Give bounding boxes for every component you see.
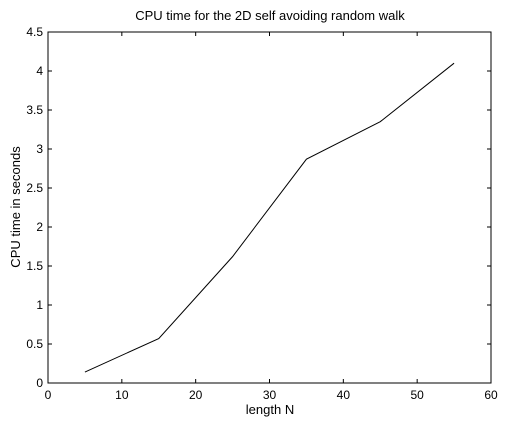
y-tick-label: 2 — [36, 220, 43, 234]
chart-title: CPU time for the 2D self avoiding random… — [135, 8, 405, 23]
y-axis-label: CPU time in seconds — [8, 146, 23, 268]
x-tick-labels: 0 10 20 30 40 50 60 — [45, 388, 498, 402]
y-tick-label: 4 — [36, 64, 43, 78]
y-tick-label: 3.5 — [26, 103, 43, 117]
x-tick-label: 60 — [484, 388, 498, 402]
y-tick-label: 4.5 — [26, 25, 43, 39]
y-tick-labels: 0 0.5 1 1.5 2 2.5 3 3.5 4 4.5 — [26, 25, 43, 390]
x-tick-label: 50 — [410, 388, 424, 402]
y-tick-label: 2.5 — [26, 181, 43, 195]
y-tick-label: 0.5 — [26, 337, 43, 351]
y-tick-label: 3 — [36, 142, 43, 156]
x-tick-label: 10 — [115, 388, 129, 402]
x-tick-label: 0 — [45, 388, 52, 402]
x-axis-label: length N — [246, 402, 294, 417]
series-lines — [84, 62, 455, 373]
y-tick-label: 1 — [36, 298, 43, 312]
tick-marks — [47, 31, 492, 384]
y-tick-label: 0 — [36, 376, 43, 390]
y-tick-label: 1.5 — [26, 259, 43, 273]
series-line — [84, 62, 455, 373]
x-tick-label: 40 — [337, 388, 351, 402]
x-tick-label: 30 — [263, 388, 277, 402]
x-tick-label: 20 — [189, 388, 203, 402]
